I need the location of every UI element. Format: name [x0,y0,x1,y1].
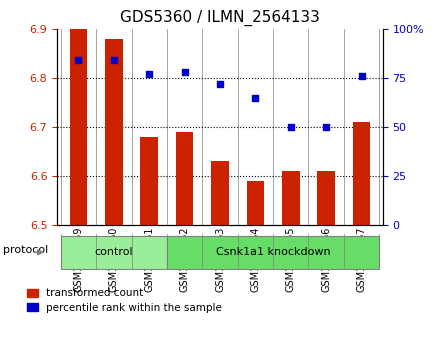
Point [146,71,153,77]
Text: Csnk1a1 knockdown: Csnk1a1 knockdown [216,247,330,257]
Bar [246,181,264,225]
Bar [105,39,123,225]
Point [252,95,259,101]
Point [287,124,294,130]
Point [75,57,82,63]
Bar [211,162,229,225]
Legend: transformed count, percentile rank within the sample: transformed count, percentile rank withi… [27,288,222,313]
Point [358,73,365,79]
Bar [282,171,300,225]
Text: protocol: protocol [3,245,48,256]
Point [323,124,330,130]
Bar [140,137,158,225]
Bar [353,122,370,225]
FancyBboxPatch shape [167,236,379,269]
Bar [176,132,194,225]
Bar [317,171,335,225]
Point [216,81,224,87]
Text: control: control [95,247,133,257]
FancyBboxPatch shape [61,236,167,269]
Bar [70,29,87,225]
Point [181,69,188,75]
Point [110,57,117,63]
Title: GDS5360 / ILMN_2564133: GDS5360 / ILMN_2564133 [120,10,320,26]
